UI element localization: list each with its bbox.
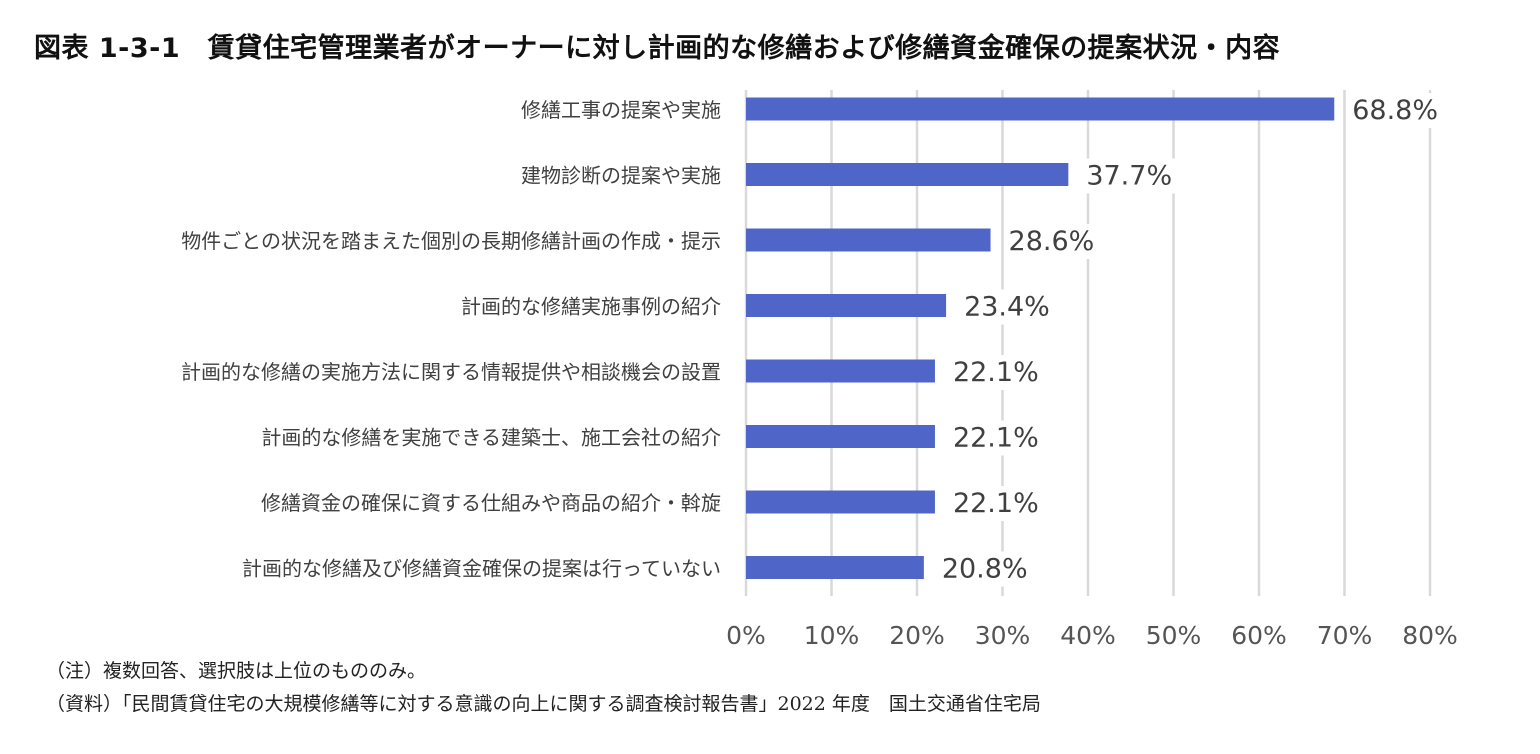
value-label-background xyxy=(1348,93,1443,128)
value-label: 20.8% xyxy=(942,554,1028,585)
x-tick-label: 10% xyxy=(804,621,860,650)
value-label-background xyxy=(1082,158,1177,194)
footnote-note: （注）複数回答、選択肢は上位のもののみ。 xyxy=(46,660,427,682)
category-label: 修繕資金の確保に資する仕組みや商品の紹介・斡旋 xyxy=(261,491,721,515)
footnote-source: （資料）「民間賃貸住宅の大規模修繕等に対する意識の向上に関する調査検討報告書」2… xyxy=(46,693,1041,715)
bar xyxy=(746,228,991,252)
category-label: 計画的な修繕及び修繕資金確保の提案は行っていない xyxy=(242,557,721,581)
bar xyxy=(746,163,1069,186)
value-label-background xyxy=(948,420,1043,456)
value-label-background xyxy=(948,355,1043,390)
category-label: 計画的な修繕実施事例の紹介 xyxy=(461,295,721,319)
x-tick-label: 20% xyxy=(889,621,945,650)
category-label: 物件ごとの状況を踏まえた個別の長期修繕計画の作成・提示 xyxy=(181,229,721,253)
x-tick-label: 70% xyxy=(1317,621,1373,650)
bar xyxy=(746,556,924,579)
x-tick-label: 80% xyxy=(1402,621,1458,650)
category-label: 修繕工事の提案や実施 xyxy=(521,98,721,122)
category-label: 建物診断の提案や実施 xyxy=(521,164,721,188)
x-tick-label: 50% xyxy=(1146,621,1202,650)
value-label-background xyxy=(960,289,1054,325)
x-tick-label: 0% xyxy=(726,621,766,650)
value-label-background xyxy=(1004,224,1099,259)
category-label: 計画的な修繕の実施方法に関する情報提供や相談機会の設置 xyxy=(181,360,721,384)
value-label: 22.1% xyxy=(953,488,1039,519)
value-label: 22.1% xyxy=(953,423,1039,454)
bar xyxy=(746,97,1335,121)
bar xyxy=(746,425,935,448)
value-label: 68.8% xyxy=(1352,95,1438,126)
x-tick-label: 30% xyxy=(975,621,1031,650)
chart-title: 図表 1-3-1 賃貸住宅管理業者がオーナーに対し計画的な修繕および修繕資金確保… xyxy=(34,33,1281,64)
value-label: 22.1% xyxy=(953,357,1039,388)
value-label-background xyxy=(937,551,1032,587)
x-axis-ticks: 0% 10% 20% 30% 40% 50% 60% 70% 80% xyxy=(726,621,1458,650)
bar xyxy=(746,490,935,514)
category-label: 計画的な修繕を実施できる建築士、施工会社の紹介 xyxy=(261,426,721,450)
value-label: 37.7% xyxy=(1086,161,1172,192)
x-tick-label: 60% xyxy=(1231,621,1287,650)
value-label: 28.6% xyxy=(1009,226,1095,257)
value-labels: 68.8% 37.7% 28.6% 23.4% 22.1% 22.1% 22.1% 20.8% xyxy=(937,93,1443,587)
value-label-background xyxy=(948,486,1043,521)
value-label: 23.4% xyxy=(964,292,1050,323)
bar xyxy=(746,294,947,317)
bars xyxy=(746,97,1335,579)
bar xyxy=(746,359,935,383)
x-tick-label: 40% xyxy=(1060,621,1116,650)
category-labels: 修繕工事の提案や実施建物診断の提案や実施物件ごとの状況を踏まえた個別の長期修繕計… xyxy=(181,98,721,581)
